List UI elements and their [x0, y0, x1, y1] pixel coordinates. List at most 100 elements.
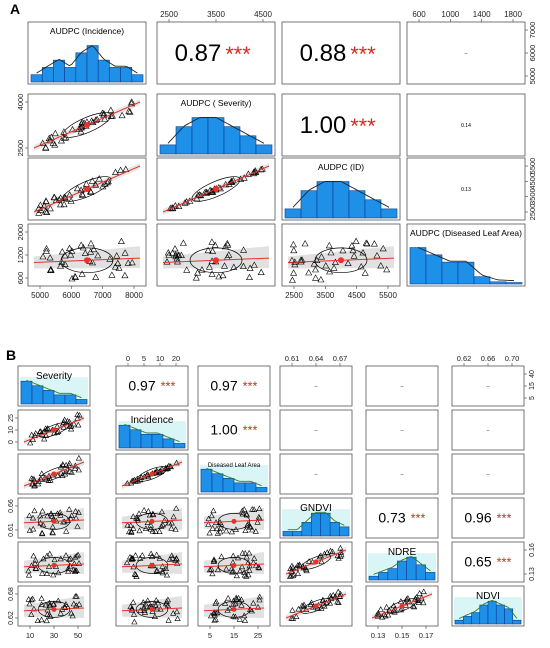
- scatter-point: [153, 566, 161, 573]
- tick-label-right: 5: [529, 396, 536, 400]
- scatter-point: [90, 245, 98, 253]
- scatter-point: [252, 528, 259, 534]
- histogram-bar: [86, 45, 99, 83]
- correlation-ellipse: [37, 513, 71, 530]
- mean-point: [149, 471, 155, 477]
- histogram-bar: [255, 144, 273, 155]
- cell-frame: [365, 365, 439, 407]
- scatter-point: [312, 274, 320, 281]
- histogram-bar: [378, 572, 389, 581]
- scatter-point: [416, 590, 423, 596]
- significance-stars: ***: [243, 380, 258, 394]
- scatter-point: [174, 560, 181, 566]
- histogram-bar: [282, 531, 293, 537]
- cell-r1-c2: 1.00 ***: [281, 93, 401, 157]
- scatter-point: [391, 608, 398, 615]
- histogram-bar: [239, 135, 257, 155]
- tick-label-left: 10: [8, 426, 15, 434]
- scatter-point: [153, 597, 160, 603]
- cell-frame: [451, 453, 525, 495]
- scatter-point: [65, 565, 72, 571]
- histogram-bar: [348, 190, 366, 219]
- mean-point: [213, 186, 219, 192]
- tick-label-left: 0.68: [8, 587, 15, 601]
- tick-label-bottom: 2500: [285, 291, 303, 300]
- cell-r3-c5: 0.96 ***: [451, 497, 525, 539]
- scatter-point: [49, 139, 57, 146]
- correlation-ellipse: [37, 557, 71, 574]
- scatter-point: [66, 555, 73, 562]
- scatter-point: [288, 276, 296, 283]
- histogram-bar: [129, 429, 142, 449]
- histogram-bar: [200, 468, 213, 493]
- tick-label-top: 1400: [473, 10, 491, 19]
- scatter-point: [78, 190, 86, 197]
- scatter-point: [228, 177, 236, 184]
- cell-r5-c5: NDVI: [451, 585, 525, 627]
- histogram-bar: [42, 390, 55, 405]
- histogram-bar: [140, 434, 153, 449]
- scatter-point: [30, 525, 37, 532]
- scatter-point: [335, 599, 342, 605]
- panel-label: A: [10, 1, 20, 17]
- scatter-point: [87, 239, 95, 247]
- scatter-point: [238, 602, 245, 608]
- tick-label-left: 0.66: [8, 499, 15, 513]
- correlation-value: 0.73: [378, 510, 405, 526]
- mean-point: [84, 122, 90, 128]
- histogram-bar: [505, 282, 523, 285]
- scatter-point: [298, 602, 306, 609]
- correlation-ellipse: [189, 247, 243, 274]
- scatter-point: [242, 550, 249, 556]
- tick-label-top: 20: [172, 354, 180, 363]
- scatter-point: [51, 141, 59, 148]
- scatter-point: [240, 246, 248, 253]
- histogram-bar: [406, 556, 417, 581]
- scatter-point: [71, 560, 78, 566]
- mean-point: [51, 562, 57, 568]
- scatter-point: [163, 258, 171, 265]
- scatter-point: [165, 617, 172, 623]
- scatter-point: [331, 258, 339, 265]
- scatter-point: [361, 269, 369, 276]
- scatter-point: [289, 606, 296, 613]
- cell-r0-c2: 0.88 ***: [281, 21, 401, 85]
- scatter-point: [26, 600, 33, 607]
- scatter-point: [78, 118, 86, 125]
- cell-r2-c2: Diseased Leaf Area: [197, 453, 271, 495]
- correlation-value: 1.00: [300, 112, 347, 139]
- scatter-point: [316, 553, 323, 560]
- scatter-point: [142, 600, 149, 607]
- scatter-point: [206, 566, 214, 573]
- scatter-point: [168, 525, 175, 531]
- scatter-point: [88, 258, 97, 266]
- scatter-point: [78, 270, 86, 277]
- density-curve: [167, 116, 265, 144]
- scatter-point: [70, 566, 77, 572]
- tick-label-top: 600: [412, 10, 426, 19]
- tick-label-right: 0.13: [529, 567, 536, 581]
- scatter-point: [173, 505, 180, 511]
- scatter-point: [246, 606, 254, 612]
- cell-r0-c0: Severity: [17, 365, 91, 407]
- scatter-point: [66, 467, 74, 474]
- histogram-bar: [53, 59, 65, 83]
- scatter-point: [383, 603, 390, 610]
- scatter-point: [126, 108, 134, 115]
- scatter-point: [337, 544, 344, 551]
- correlation-value: --: [486, 472, 490, 478]
- scatter-point: [233, 572, 240, 579]
- scatter-point: [226, 605, 233, 611]
- correlation-value: 0.87: [175, 40, 222, 67]
- cell-r3-c2: [197, 497, 271, 539]
- correlation-value: 0.96: [464, 510, 491, 526]
- correlation-value: 0.65: [464, 554, 491, 570]
- cell-r3-c3: AUDPC (Diseased Leaf Area): [406, 223, 526, 287]
- scatter-point: [321, 602, 328, 609]
- scatter-point: [334, 598, 341, 605]
- cell-r0-c2: 0.97 ***: [197, 365, 271, 407]
- histogram-bar: [425, 572, 436, 581]
- scatter-point: [332, 593, 339, 600]
- scatter-point: [147, 521, 154, 528]
- scatter-point: [159, 569, 166, 576]
